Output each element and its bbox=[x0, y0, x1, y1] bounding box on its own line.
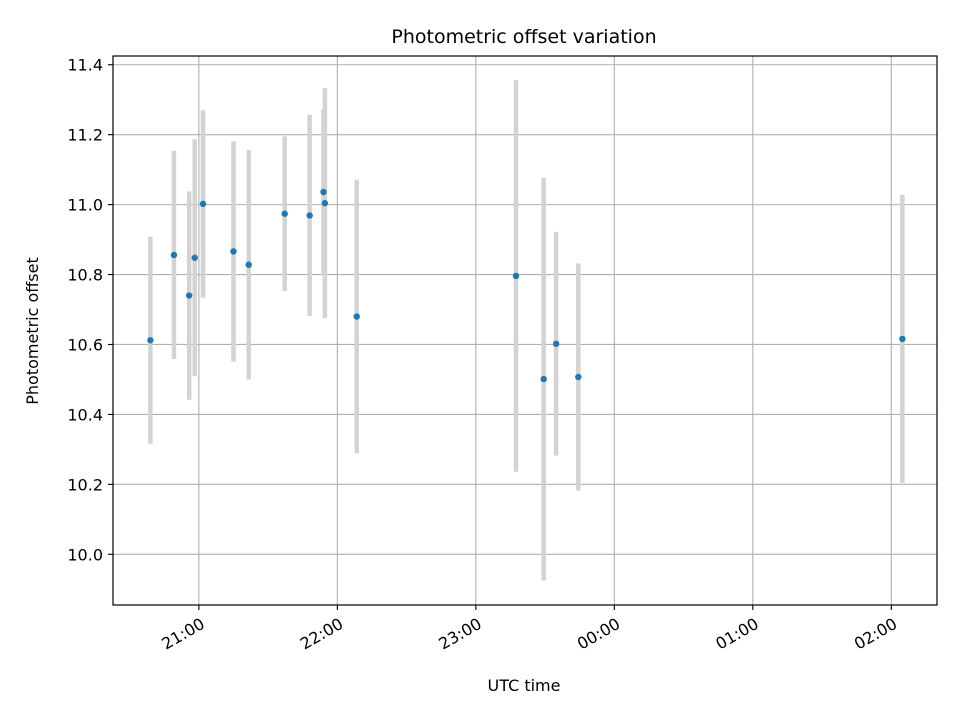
data-point bbox=[552, 340, 560, 347]
chart-title: Photometric offset variation bbox=[391, 26, 656, 48]
x-axis-title: UTC time bbox=[488, 676, 561, 695]
data-point bbox=[230, 248, 237, 255]
data-point bbox=[540, 375, 547, 383]
data-point bbox=[320, 188, 327, 196]
data-point bbox=[147, 337, 154, 344]
data-point bbox=[899, 335, 906, 343]
data-point bbox=[191, 254, 198, 261]
data-point bbox=[512, 272, 520, 280]
data-point bbox=[321, 200, 329, 207]
y-tick-label: 10.2 bbox=[67, 475, 103, 494]
y-tick-label: 11.0 bbox=[67, 196, 103, 215]
data-point bbox=[306, 212, 313, 219]
data-point bbox=[575, 373, 582, 381]
data-point bbox=[353, 313, 360, 320]
data-point bbox=[185, 292, 193, 299]
y-tick-label: 11.4 bbox=[67, 56, 103, 75]
y-tick-label: 10.6 bbox=[67, 335, 103, 354]
y-axis-title: Photometric offset bbox=[23, 257, 42, 405]
data-points bbox=[147, 188, 906, 383]
plot-area-frame bbox=[112, 55, 938, 606]
data-point bbox=[281, 210, 288, 217]
data-point bbox=[199, 200, 207, 208]
y-tick-label: 10.4 bbox=[67, 405, 103, 424]
data-point bbox=[170, 251, 178, 259]
y-tick-label: 11.2 bbox=[67, 126, 103, 145]
y-tick-label: 10.0 bbox=[67, 545, 103, 564]
y-tick-label: 10.8 bbox=[67, 266, 103, 285]
y-axis: 10.0 10.2 10.4 10.6 10.8 11.0 11.2 11.4 bbox=[67, 56, 113, 564]
data-point bbox=[245, 261, 252, 268]
